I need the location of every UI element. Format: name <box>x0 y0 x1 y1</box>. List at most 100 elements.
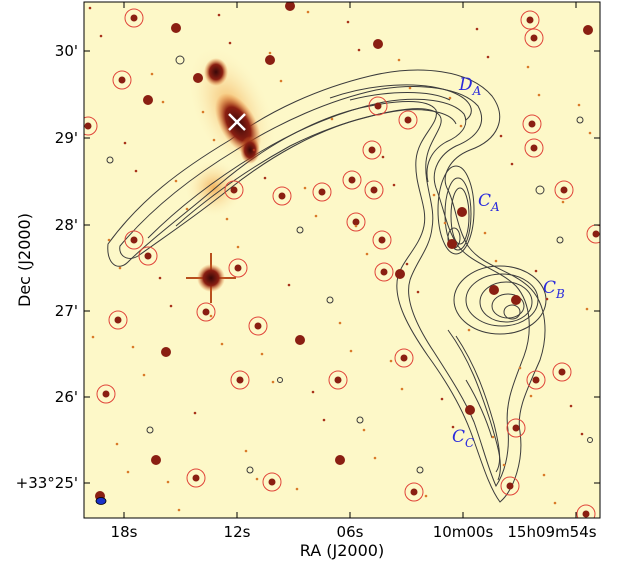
optical-source <box>526 16 534 24</box>
identification-circle <box>506 418 526 438</box>
identification-circle <box>404 482 424 502</box>
speckle <box>311 390 315 394</box>
optical-source <box>230 186 238 194</box>
speckle <box>236 245 240 249</box>
optical-source <box>528 120 536 128</box>
speckle <box>268 51 272 55</box>
x-axis-title: RA (J2000) <box>300 541 384 560</box>
identification-circle <box>500 476 520 496</box>
speckle <box>432 193 436 197</box>
speckle <box>373 456 377 460</box>
identification-circle <box>526 370 546 390</box>
optical-source <box>395 269 405 279</box>
speckle <box>502 463 506 467</box>
label-d-a: DA <box>458 75 482 98</box>
optical-source <box>506 482 514 490</box>
optical-source <box>583 25 593 35</box>
speckle <box>349 349 353 353</box>
speckle <box>161 100 165 104</box>
optical-source <box>130 236 138 244</box>
speckle <box>443 221 447 225</box>
optical-source <box>318 188 326 196</box>
speckle <box>362 428 366 432</box>
speckle <box>228 41 232 45</box>
x-tick-label: 06s <box>337 523 364 541</box>
speckle <box>177 508 181 512</box>
speckle <box>408 86 412 90</box>
speckle <box>475 27 479 31</box>
optical-source <box>348 176 356 184</box>
identification-circle <box>96 384 116 404</box>
identification-circle <box>372 230 392 250</box>
optical-source <box>265 55 275 65</box>
y-tick-label: +33°25' <box>16 474 78 492</box>
speckle <box>322 418 326 422</box>
identification-circle <box>230 370 250 390</box>
speckle <box>303 186 307 190</box>
optical-source <box>236 376 244 384</box>
optical-source <box>84 122 92 130</box>
speckle <box>365 252 369 256</box>
identification-circle <box>112 70 132 90</box>
optical-source <box>352 218 360 226</box>
optical-source <box>335 455 345 465</box>
identification-circle <box>520 10 540 30</box>
x-tick-label: 10m00s <box>433 523 494 541</box>
identification-circle <box>224 180 244 200</box>
speckle <box>518 366 522 370</box>
speckle <box>467 328 471 332</box>
identification-circle <box>228 258 248 278</box>
identification-circle <box>346 212 366 232</box>
identification-circle <box>248 316 268 336</box>
optical-source <box>192 474 200 482</box>
speckle <box>330 117 334 121</box>
optical-source <box>560 186 568 194</box>
speckle <box>392 183 396 187</box>
optical-source <box>102 390 110 398</box>
optical-source <box>295 335 305 345</box>
optical-source <box>234 264 242 272</box>
optical-source <box>268 478 276 486</box>
optical-source <box>151 455 161 465</box>
speckle <box>99 34 103 38</box>
speckle <box>510 162 514 166</box>
speckle <box>169 304 173 308</box>
speckle <box>580 432 584 436</box>
optical-source <box>193 73 203 83</box>
optical-source <box>582 510 590 518</box>
speckle <box>561 200 565 204</box>
x-tick-label: 15h09m54s <box>507 523 596 541</box>
optical-source <box>447 239 457 249</box>
speckle <box>526 65 530 69</box>
identification-circle <box>84 116 98 136</box>
optical-source <box>118 76 126 84</box>
speckle <box>209 314 213 318</box>
optical-source <box>410 488 418 496</box>
speckle <box>271 380 275 384</box>
x-tick-label: 12s <box>224 523 251 541</box>
speckle <box>217 13 221 17</box>
optical-source <box>171 23 181 33</box>
speckle <box>494 259 498 263</box>
optical-source <box>592 230 600 238</box>
speckle <box>577 103 581 107</box>
label-c-a: CA <box>478 191 500 214</box>
optical-source <box>380 268 388 276</box>
optical-source <box>532 376 540 384</box>
speckle <box>134 169 138 173</box>
identification-circle <box>342 170 362 190</box>
speckle <box>185 207 189 211</box>
optical-source <box>530 144 538 152</box>
speckle <box>499 134 503 138</box>
optical-source <box>144 252 152 260</box>
plot-frame <box>83 1 601 519</box>
optical-source <box>489 285 499 295</box>
speckle <box>174 179 178 183</box>
speckle <box>220 342 224 346</box>
bright-star <box>186 253 236 303</box>
identification-circle <box>108 310 128 330</box>
plot-background <box>84 2 600 518</box>
optical-source <box>254 322 262 330</box>
optical-source <box>285 2 295 11</box>
speckle <box>252 148 256 152</box>
